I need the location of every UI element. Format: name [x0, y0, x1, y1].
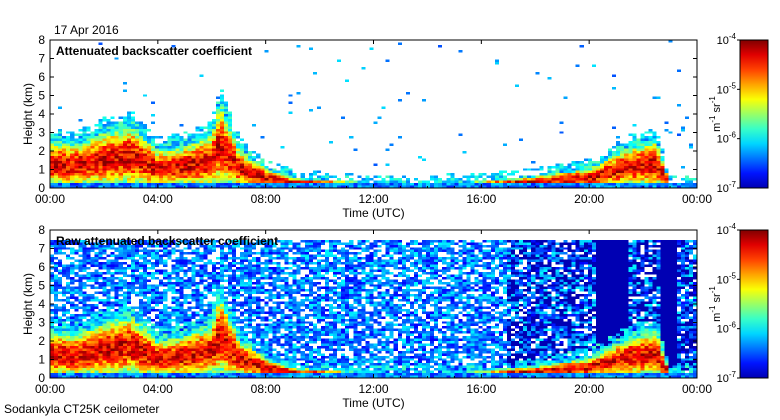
date-label: 17 Apr 2016 — [54, 23, 119, 37]
colorbar-unit-label: m-1 sr-1 — [708, 286, 723, 322]
colorbar-label: 10-4 — [717, 222, 737, 237]
x-tick-label: 04:00 — [143, 192, 173, 206]
y-tick-label: 1 — [38, 353, 45, 367]
colorbar-label: 10-4 — [717, 32, 737, 47]
panel-title: Attenuated backscatter coefficient — [56, 44, 252, 58]
x-tick-label: 08:00 — [251, 192, 281, 206]
x-tick-label: 16:00 — [466, 382, 496, 396]
y-tick-label: 8 — [38, 33, 45, 47]
y-tick-label: 6 — [38, 260, 45, 274]
x-tick-label: 16:00 — [466, 192, 496, 206]
colorbar — [739, 39, 769, 189]
y-tick-label: 5 — [38, 279, 45, 293]
colorbar-label: 10-5 — [717, 81, 737, 96]
y-axis-label: Height (km) — [21, 273, 35, 335]
heatmap-image — [50, 230, 697, 378]
footer-label: Sodankyla CT25K ceilometer — [4, 402, 159, 416]
y-tick-label: 3 — [38, 316, 45, 330]
colorbar-label: 10-7 — [717, 370, 737, 385]
heatmap-image — [50, 40, 697, 188]
x-tick-label: 00:00 — [35, 192, 65, 206]
x-axis-label: Time (UTC) — [342, 206, 404, 220]
x-tick-label: 12:00 — [358, 192, 388, 206]
x-tick-label: 20:00 — [574, 382, 604, 396]
y-axis-label: Height (km) — [21, 83, 35, 145]
y-tick-label: 7 — [38, 242, 45, 256]
y-tick-label: 3 — [38, 126, 45, 140]
x-tick-label: 00:00 — [682, 192, 712, 206]
x-tick-label: 12:00 — [358, 382, 388, 396]
x-tick-label: 08:00 — [251, 382, 281, 396]
y-tick-label: 0 — [38, 181, 45, 195]
y-tick-label: 4 — [38, 297, 45, 311]
colorbar — [739, 229, 769, 379]
x-tick-label: 04:00 — [143, 382, 173, 396]
panel-title: Raw attenuated backscatter coefficient — [56, 234, 278, 248]
y-tick-label: 2 — [38, 334, 45, 348]
y-tick-label: 2 — [38, 144, 45, 158]
y-tick-label: 1 — [38, 163, 45, 177]
y-tick-label: 0 — [38, 371, 45, 385]
panel-1: Raw attenuated backscatter coefficient00… — [21, 222, 769, 410]
x-tick-label: 20:00 — [574, 192, 604, 206]
y-tick-label: 8 — [38, 223, 45, 237]
x-tick-label: 00:00 — [35, 382, 65, 396]
x-tick-label: 00:00 — [682, 382, 712, 396]
x-axis-label: Time (UTC) — [342, 396, 404, 410]
colorbar-label: 10-7 — [717, 180, 737, 195]
colorbar-label: 10-5 — [717, 271, 737, 286]
colorbar-label: 10-6 — [717, 131, 737, 146]
y-tick-label: 4 — [38, 107, 45, 121]
y-tick-label: 7 — [38, 52, 45, 66]
y-tick-label: 5 — [38, 89, 45, 103]
colorbar-label: 10-6 — [717, 321, 737, 336]
colorbar-unit-label: m-1 sr-1 — [708, 96, 723, 132]
y-tick-label: 6 — [38, 70, 45, 84]
